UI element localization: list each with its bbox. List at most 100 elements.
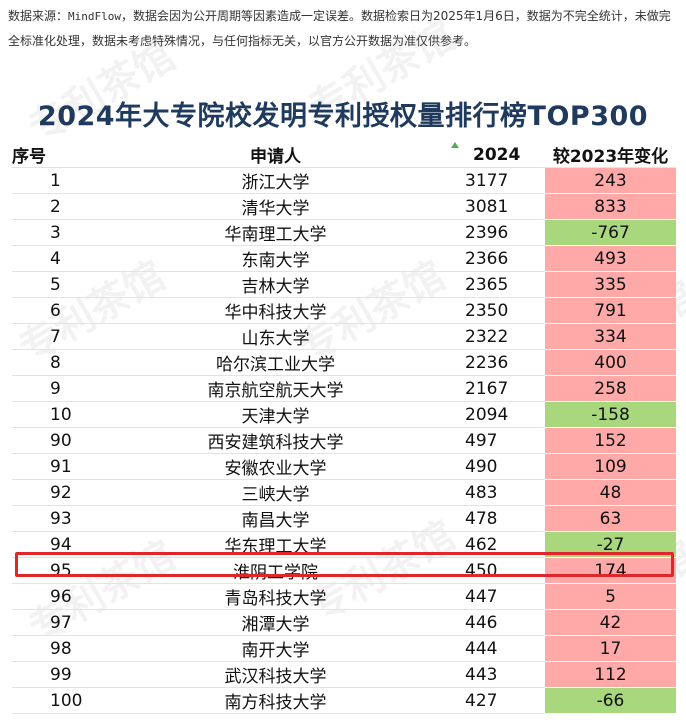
row-rank: 8: [12, 349, 98, 376]
row-change: 17: [545, 635, 676, 662]
row-change: 400: [545, 349, 676, 376]
row-count: 3081: [453, 193, 545, 220]
row-rank: 4: [12, 245, 98, 272]
row-change: -27: [545, 531, 676, 558]
table-row: 1 浙江大学 3177 243: [12, 167, 676, 194]
table-row: 6 华中科技大学 2350 791: [12, 297, 676, 324]
row-count: 427: [453, 687, 545, 714]
row-applicant: 淮阴工学院: [98, 557, 453, 584]
row-rank: 90: [12, 427, 98, 454]
table-header-row: 序号 申请人 2024 较2023年变化: [12, 142, 676, 168]
row-rank: 91: [12, 453, 98, 480]
row-change: 791: [545, 297, 676, 324]
row-count: 3177: [453, 167, 545, 194]
table-row: 98 南开大学 444 17: [12, 635, 676, 662]
row-change: -66: [545, 687, 676, 714]
row-count: 450: [453, 557, 545, 584]
row-change: 109: [545, 453, 676, 480]
row-count: 490: [453, 453, 545, 480]
row-change: 334: [545, 323, 676, 350]
row-rank: 98: [12, 635, 98, 662]
table-row: 90 西安建筑科技大学 497 152: [12, 427, 676, 454]
row-rank: 6: [12, 297, 98, 324]
row-rank: 99: [12, 661, 98, 688]
row-count: 444: [453, 635, 545, 662]
row-applicant: 哈尔滨工业大学: [98, 349, 453, 376]
table-row: 4 东南大学 2366 493: [12, 245, 676, 272]
header-change: 较2023年变化: [545, 142, 676, 168]
row-rank: 100: [12, 687, 98, 714]
row-applicant: 山东大学: [98, 323, 453, 350]
row-rank: 97: [12, 609, 98, 636]
table-row: 3 华南理工大学 2396 -767: [12, 219, 676, 246]
row-count: 462: [453, 531, 545, 558]
ranking-table: 序号 申请人 2024 较2023年变化 1 浙江大学 3177 243 2 清华大学 30…: [12, 142, 676, 714]
row-applicant: 华东理工大学: [98, 531, 453, 558]
row-change: 48: [545, 479, 676, 506]
row-rank: 2: [12, 193, 98, 220]
row-rank: 1: [12, 167, 98, 194]
table-row: 92 三峡大学 483 48: [12, 479, 676, 506]
row-applicant: 东南大学: [98, 245, 453, 272]
row-rank: 93: [12, 505, 98, 532]
table-row: 8 哈尔滨工业大学 2236 400: [12, 349, 676, 376]
source-note-text: ，数据会因为公开周期等因素造成一定误差。数据检索日为2025年1月6日，数据为不…: [8, 9, 671, 48]
row-change: -767: [545, 219, 676, 246]
table-row: 100 南方科技大学 427 -66: [12, 687, 676, 714]
row-count: 2396: [453, 219, 545, 246]
chart-title: 2024年大专院校发明专利授权量排行榜TOP300: [37, 101, 649, 132]
row-change: 174: [545, 557, 676, 584]
row-count: 2236: [453, 349, 545, 376]
row-count: 443: [453, 661, 545, 688]
row-applicant: 天津大学: [98, 401, 453, 428]
row-change: 42: [545, 609, 676, 636]
table-row: 95 淮阴工学院 450 174: [12, 557, 676, 584]
row-applicant: 华中科技大学: [98, 297, 453, 324]
row-applicant: 清华大学: [98, 193, 453, 220]
table-row: 5 吉林大学 2365 335: [12, 271, 676, 298]
row-rank: 94: [12, 531, 98, 558]
row-count: 447: [453, 583, 545, 610]
table-row: 96 青岛科技大学 447 5: [12, 583, 676, 610]
row-count: 2365: [453, 271, 545, 298]
row-change: 5: [545, 583, 676, 610]
source-name: MindFlow: [68, 10, 121, 23]
row-change: 152: [545, 427, 676, 454]
row-rank: 96: [12, 583, 98, 610]
row-rank: 9: [12, 375, 98, 402]
table-row: 91 安徽农业大学 490 109: [12, 453, 676, 480]
row-count: 2094: [453, 401, 545, 428]
row-applicant: 湘潭大学: [98, 609, 453, 636]
table-row: 99 武汉科技大学 443 112: [12, 661, 676, 688]
row-applicant: 南开大学: [98, 635, 453, 662]
row-count: 478: [453, 505, 545, 532]
row-count: 497: [453, 427, 545, 454]
source-note: 数据来源：MindFlow，数据会因为公开周期等因素造成一定误差。数据检索日为2…: [8, 4, 680, 53]
row-applicant: 华南理工大学: [98, 219, 453, 246]
row-applicant: 南京航空航天大学: [98, 375, 453, 402]
row-change: 63: [545, 505, 676, 532]
header-count: 2024: [453, 142, 545, 168]
header-rank: 序号: [12, 142, 98, 168]
row-applicant: 南昌大学: [98, 505, 453, 532]
row-rank: 92: [12, 479, 98, 506]
row-count: 2350: [453, 297, 545, 324]
row-applicant: 西安建筑科技大学: [98, 427, 453, 454]
row-applicant: 南方科技大学: [98, 687, 453, 714]
table-body: 1 浙江大学 3177 243 2 清华大学 3081 833 3 华南理工大学 2396 -767 4…: [12, 167, 676, 714]
row-count: 483: [453, 479, 545, 506]
row-change: 335: [545, 271, 676, 298]
row-applicant: 武汉科技大学: [98, 661, 453, 688]
table-row: 93 南昌大学 478 63: [12, 505, 676, 532]
row-rank: 10: [12, 401, 98, 428]
row-change: 493: [545, 245, 676, 272]
table-row: 10 天津大学 2094 -158: [12, 401, 676, 428]
row-rank: 7: [12, 323, 98, 350]
source-note-prefix: 数据来源：: [8, 9, 69, 23]
header-applicant: 申请人: [98, 142, 453, 168]
row-rank: 95: [12, 557, 98, 584]
row-rank: 5: [12, 271, 98, 298]
table-row: 97 湘潭大学 446 42: [12, 609, 676, 636]
table-row: 7 山东大学 2322 334: [12, 323, 676, 350]
row-applicant: 青岛科技大学: [98, 583, 453, 610]
